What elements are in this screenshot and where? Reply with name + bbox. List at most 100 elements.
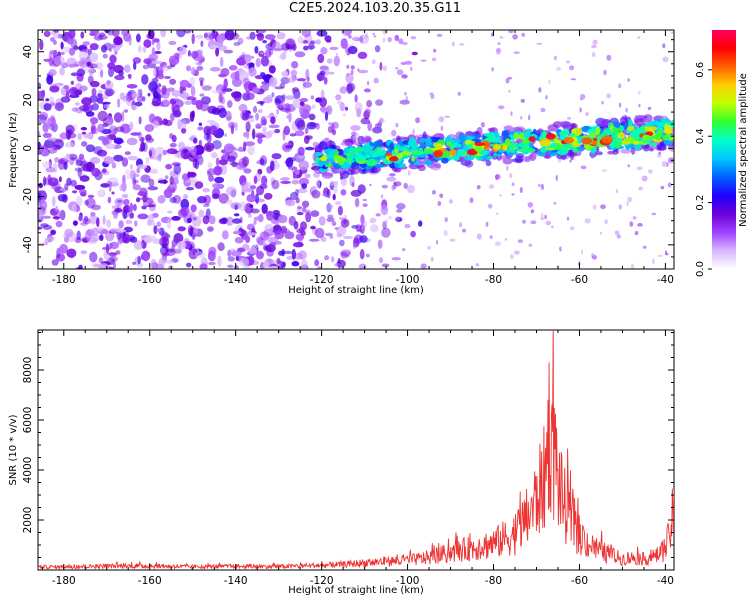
heatmap-blob <box>237 37 244 45</box>
heatmap-blob <box>334 263 341 267</box>
x-tick-label: -80 <box>485 575 502 587</box>
heatmap-blob <box>570 226 575 230</box>
heatmap-blob <box>528 114 531 121</box>
heatmap-blob <box>90 156 101 164</box>
heatmap-blob <box>187 50 191 57</box>
heatmap-blob <box>186 65 191 72</box>
heatmap-blob <box>336 168 345 174</box>
heatmap-blob <box>418 220 423 227</box>
heatmap-blob <box>151 236 157 244</box>
heatmap-blob <box>351 182 355 188</box>
heatmap-blob <box>305 146 315 151</box>
colorbar-tick-label: 0.4 <box>695 128 706 144</box>
heatmap-blob <box>163 75 171 80</box>
heatmap-blob <box>527 202 533 208</box>
heatmap-blob <box>350 189 362 197</box>
heatmap-blob <box>247 117 255 123</box>
heatmap-blob <box>661 134 672 139</box>
heatmap-blob <box>121 193 129 199</box>
heatmap-blob <box>53 162 58 174</box>
heatmap-blob <box>83 48 90 53</box>
heatmap-blob <box>74 102 80 106</box>
heatmap-blob <box>301 259 308 269</box>
heatmap-blob <box>107 196 112 204</box>
heatmap-blob <box>114 74 125 81</box>
heatmap-blob <box>284 199 296 207</box>
heatmap-blob <box>545 95 548 100</box>
heatmap-blob <box>42 161 52 169</box>
heatmap-blob <box>618 204 622 210</box>
heatmap-blob <box>177 208 188 218</box>
heatmap-blob <box>259 84 269 92</box>
heatmap-blob <box>51 116 56 125</box>
heatmap-blob <box>380 194 384 199</box>
snr-line <box>38 330 674 570</box>
heatmap-blob <box>376 149 387 156</box>
heatmap-blob <box>127 155 138 161</box>
heatmap-blob <box>129 212 135 219</box>
heatmap-blob <box>352 147 364 152</box>
heatmap-blob <box>522 138 528 145</box>
heatmap-blob <box>395 216 400 222</box>
heatmap-blob <box>388 216 392 220</box>
heatmap-blob <box>77 167 83 178</box>
heatmap-blob <box>402 41 408 46</box>
heatmap-blob <box>269 242 277 247</box>
colorbar-tick-label: 0.6 <box>695 62 706 78</box>
heatmap-blob <box>505 78 510 84</box>
heatmap-blob <box>140 141 146 152</box>
heatmap-blob <box>367 80 370 86</box>
heatmap-blob <box>76 230 81 241</box>
heatmap-blob <box>265 94 273 102</box>
heatmap-blob <box>334 181 339 188</box>
y-tick-label: 6000 <box>22 407 34 434</box>
heatmap-blob <box>488 184 495 189</box>
heatmap-blob <box>166 185 172 193</box>
heatmap-blob <box>189 146 197 156</box>
heatmap-blob <box>153 225 158 235</box>
heatmap-blob <box>662 56 669 63</box>
heatmap-blob <box>232 230 242 235</box>
heatmap-blob <box>86 61 92 67</box>
heatmap-blob <box>553 55 557 61</box>
heatmap-blob <box>212 140 222 150</box>
y-tick-label: 0 <box>22 145 34 152</box>
heatmap-blob <box>56 248 65 255</box>
heatmap-blob <box>431 190 437 195</box>
heatmap-blob <box>381 184 388 189</box>
heatmap-blob <box>92 62 104 70</box>
heatmap-blob <box>89 43 99 51</box>
heatmap-blob <box>215 84 226 94</box>
heatmap-blob <box>306 121 317 130</box>
heatmap-blob <box>346 64 350 69</box>
heatmap-blob <box>579 93 586 100</box>
heatmap-blob <box>241 181 252 192</box>
heatmap-blob <box>310 95 314 100</box>
heatmap-blob <box>141 250 151 262</box>
x-tick-label: -160 <box>138 575 162 587</box>
heatmap-blob <box>288 215 296 226</box>
heatmap-blob <box>380 204 389 216</box>
heatmap-blob <box>570 78 577 81</box>
heatmap-blob <box>109 242 113 249</box>
heatmap-blob <box>49 50 56 55</box>
heatmap-blob <box>50 229 56 236</box>
heatmap-blob <box>491 32 494 37</box>
heatmap-blob <box>51 259 59 266</box>
heatmap-blob <box>302 79 307 90</box>
heatmap-blob <box>660 185 665 190</box>
heatmap-blob <box>327 214 334 219</box>
heatmap-blob <box>555 174 558 182</box>
heatmap-blob <box>389 173 396 177</box>
heatmap-blob <box>495 212 499 216</box>
heatmap-blob <box>126 137 138 146</box>
heatmap-blob <box>530 209 535 214</box>
snr-series-line <box>38 330 674 570</box>
heatmap-blob <box>365 158 377 167</box>
heatmap-blob <box>476 233 482 240</box>
heatmap-blob <box>173 163 182 175</box>
heatmap-blob <box>211 193 220 200</box>
heatmap-blob <box>283 50 288 54</box>
heatmap-blob <box>214 176 225 184</box>
heatmap-blob <box>268 266 279 269</box>
